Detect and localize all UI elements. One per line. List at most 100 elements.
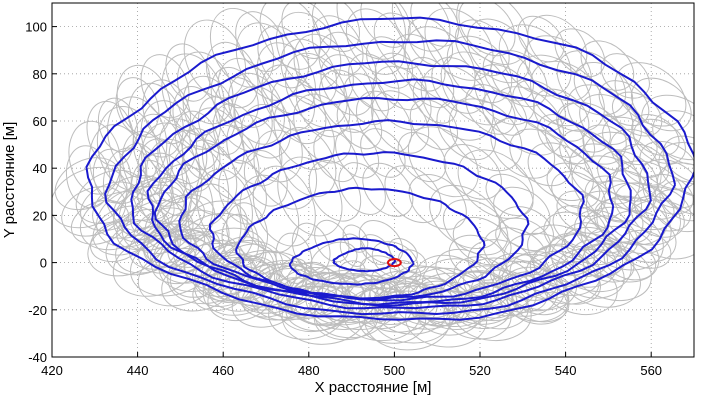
sample-circle (404, 26, 476, 103)
sample-circle (132, 113, 184, 183)
sample-circle (277, 156, 343, 237)
sample-circle (551, 232, 632, 293)
sample-circle (373, 12, 425, 70)
sample-circle (577, 190, 644, 244)
sample-circle (568, 143, 641, 205)
x-tick-label: 480 (298, 363, 320, 378)
sample-circle (407, 126, 479, 198)
x-tick-label: 420 (41, 363, 63, 378)
y-tick-label: 20 (33, 208, 47, 223)
sample-circle (345, 8, 405, 75)
sample-circle (116, 208, 170, 250)
sample-circle (182, 75, 236, 146)
x-tick-label: 540 (555, 363, 577, 378)
contour-line-3 (130, 60, 652, 310)
sample-circle (319, 69, 374, 133)
sample-circle (107, 96, 168, 179)
sample-circle (490, 117, 556, 179)
sample-circle (452, 216, 512, 266)
plot-frame (51, 2, 695, 358)
y-axis-ticks: -40 -20 0 20 40 60 80 100 (25, 20, 57, 365)
sample-circle (86, 100, 135, 167)
sample-circle (605, 170, 657, 213)
sample-circle (453, 256, 510, 298)
sample-circle (168, 129, 215, 193)
sample-circle (228, 251, 306, 308)
y-tick-label: 80 (33, 67, 47, 82)
contour-line-9 (288, 237, 415, 286)
sample-circle (631, 77, 692, 132)
sample-circle (79, 191, 157, 251)
sample-circle (356, 90, 413, 154)
sample-circle (482, 49, 534, 102)
sample-circle (533, 88, 590, 142)
sample-circle (406, 56, 455, 109)
sample-circle (597, 150, 658, 202)
sample-circle (527, 224, 595, 277)
sample-circle (557, 102, 627, 165)
sample-circle (583, 225, 660, 283)
sample-circle (257, 25, 310, 89)
sample-circle (309, 273, 379, 322)
sample-circle (571, 155, 651, 222)
sample-circle (200, 240, 284, 301)
sample-circle (219, 250, 297, 306)
sample-circle (239, 174, 300, 254)
sample-circle (410, 288, 466, 327)
sample-circle (54, 157, 121, 211)
sample-circle (407, 267, 488, 324)
sample-circle (633, 186, 692, 232)
sample-circle (435, 248, 495, 294)
sample-circle (442, 199, 509, 256)
sample-circle (366, 36, 414, 89)
sample-circle (360, 128, 406, 178)
sample-circle (527, 14, 588, 74)
sample-circle (128, 82, 184, 158)
sample-circle (320, 54, 374, 116)
sample-circle (196, 168, 253, 246)
sample-circle (633, 118, 686, 165)
y-axis-label: Y расстояние [м] (1, 122, 18, 239)
sample-circle (408, 173, 467, 230)
sample-circle (144, 194, 216, 251)
contour-line-6 (178, 119, 585, 302)
sample-circle (268, 285, 346, 340)
contour-line-1 (85, 16, 694, 321)
sample-circle (563, 222, 620, 266)
sample-circle (118, 177, 198, 241)
sample-circle (342, 224, 369, 253)
sample-circle (198, 96, 244, 156)
sample-circle (205, 41, 259, 109)
sample-circle (658, 142, 694, 198)
sample-circle (456, 3, 529, 65)
sample-circle (174, 110, 220, 171)
sample-circle (348, 53, 400, 112)
sample-circle (243, 150, 288, 207)
sample-circle (314, 219, 350, 263)
sample-circle (388, 265, 460, 316)
x-tick-label: 500 (384, 363, 406, 378)
sample-circle (391, 3, 451, 52)
sample-circle (130, 192, 186, 237)
sample-circle (212, 103, 260, 164)
x-axis-label: X расстояние [м] (315, 379, 432, 396)
sample-circle (159, 163, 214, 240)
contour-line-5 (153, 97, 615, 306)
sample-circle (574, 209, 631, 254)
x-axis-ticks: 420 440 460 480 500 520 540 560 (41, 352, 662, 378)
sample-circle (436, 99, 496, 161)
sample-circle (313, 129, 358, 182)
sample-circle (205, 257, 257, 295)
sample-circle (256, 42, 316, 115)
sample-circle (509, 128, 572, 187)
sample-circle (140, 100, 198, 177)
sample-circle (253, 129, 318, 210)
sample-circle (338, 162, 386, 215)
sample-circle (275, 232, 313, 284)
y-tick-label: -20 (28, 303, 47, 318)
center-marker-group (386, 258, 402, 268)
sample-circle (495, 217, 552, 262)
contour-line-2 (104, 39, 677, 316)
y-tick-label: 40 (33, 161, 47, 176)
sample-circle (429, 184, 501, 250)
